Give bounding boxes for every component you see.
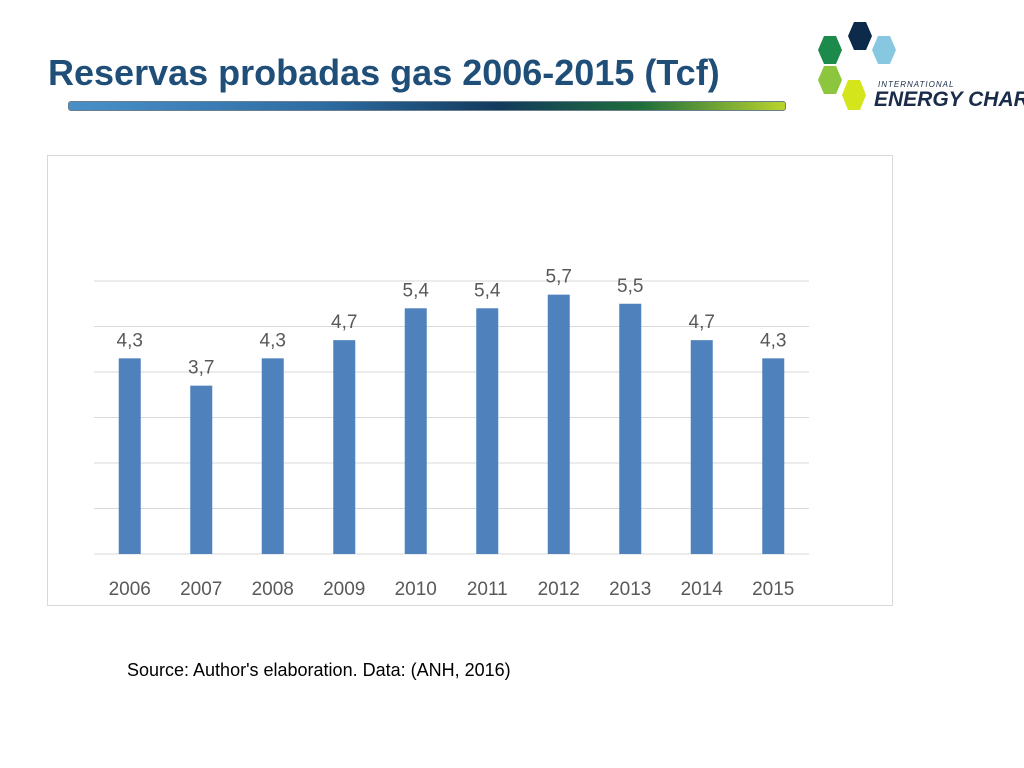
x-tick-label: 2006: [109, 579, 151, 600]
data-label: 4,7: [689, 312, 715, 333]
bar-2008: [261, 358, 284, 554]
data-label: 4,3: [260, 330, 286, 351]
bar-2006: [118, 358, 141, 554]
data-label: 5,4: [474, 280, 501, 301]
bar-2012: [547, 294, 570, 554]
slide-title: Reservas probadas gas 2006-2015 (Tcf): [48, 52, 720, 93]
x-tick-label: 2015: [752, 579, 794, 600]
bar-2009: [333, 340, 356, 554]
data-label: 5,5: [617, 276, 643, 297]
data-label: 3,7: [188, 358, 214, 379]
x-tick-label: 2009: [323, 579, 365, 600]
bar-chart: 4,3 2006 3,7 2007 4,3 2008 4,7 2009 5,4 2010 5,4 20…: [94, 267, 809, 600]
data-label: 4,7: [331, 312, 357, 333]
logo-hexagon-navy: [848, 22, 872, 50]
chart-frame: [47, 155, 893, 606]
data-label: 5,7: [546, 267, 572, 288]
logo-hexagon-lightblue: [872, 36, 896, 64]
data-label: 4,3: [117, 330, 143, 351]
logo-hexagon-yellow: [842, 80, 866, 110]
x-tick-label: 2010: [395, 579, 437, 600]
source-note: Source: Author's elaboration. Data: (ANH…: [127, 660, 511, 680]
x-tick-label: 2011: [467, 579, 508, 600]
bar-2010: [404, 308, 427, 554]
bar-2015: [762, 358, 785, 554]
data-label: 5,4: [403, 280, 430, 301]
bar-2014: [690, 340, 713, 554]
logo-text-energy-charter: ENERGY CHARTER: [874, 88, 1024, 111]
logo-text-international: INTERNATIONAL: [878, 80, 955, 89]
logo-hexagon-lime: [818, 66, 842, 94]
x-tick-label: 2008: [252, 579, 294, 600]
x-tick-label: 2013: [609, 579, 651, 600]
title-underline-bar: [68, 101, 786, 111]
data-label: 4,3: [760, 330, 786, 351]
x-tick-label: 2014: [681, 579, 724, 600]
x-tick-label: 2007: [180, 579, 222, 600]
energy-charter-logo: [818, 22, 896, 110]
logo-hexagon-green: [818, 36, 842, 64]
bar-2011: [476, 308, 499, 554]
x-tick-label: 2012: [538, 579, 580, 600]
bar-2013: [619, 303, 642, 554]
bar-2007: [190, 385, 213, 554]
